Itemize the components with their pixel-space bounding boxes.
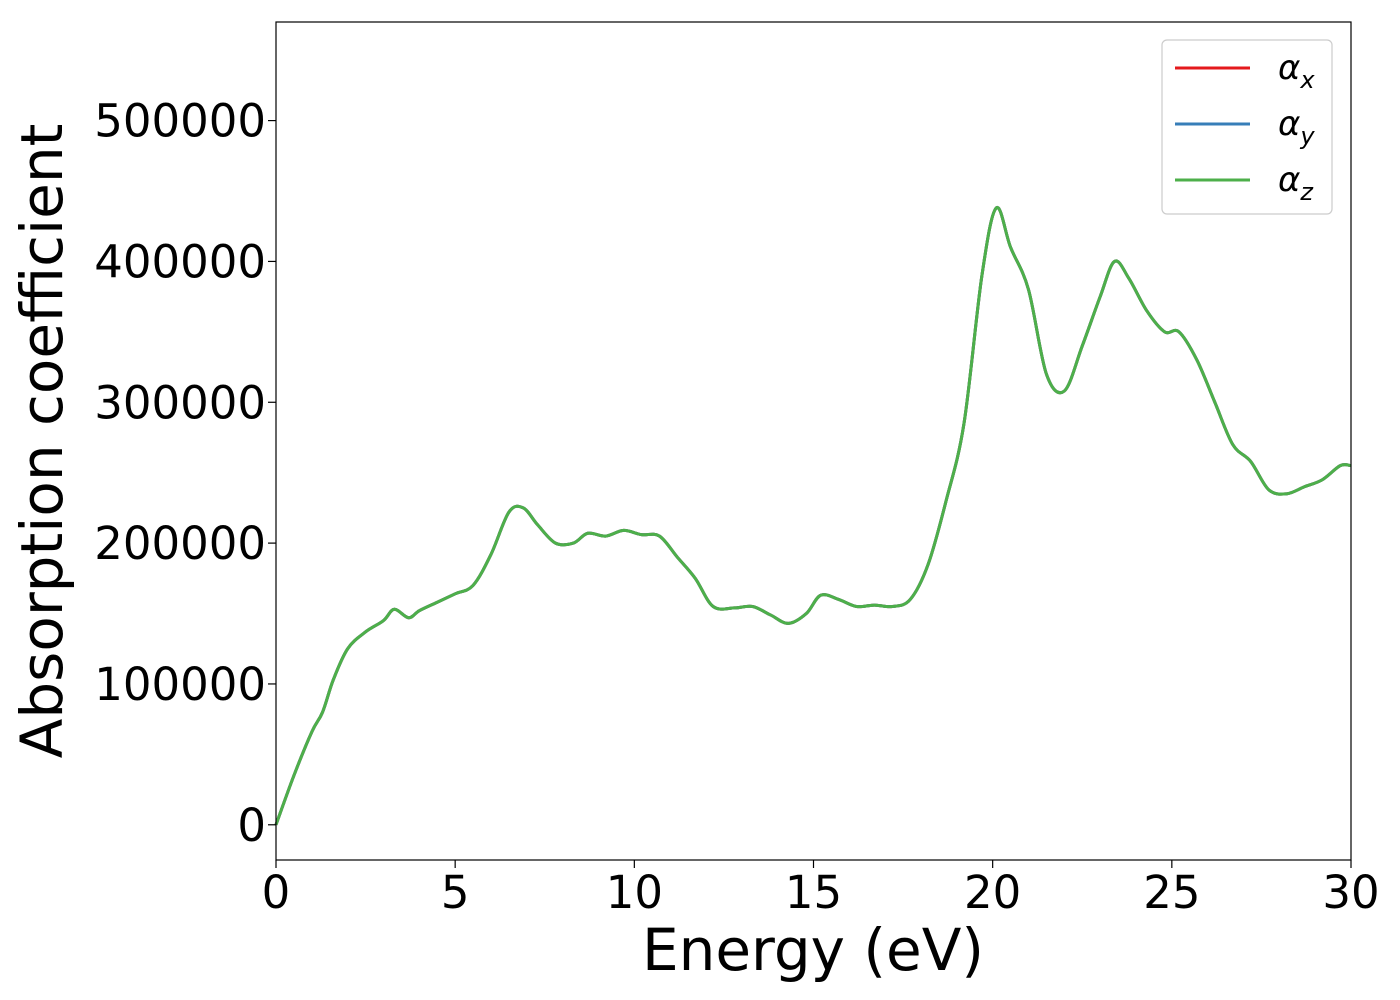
y-tick-label: 100000 [94,658,266,711]
y-axis-label: Absorption coefficient [8,124,76,759]
x-axis-label: Energy (eV) [642,916,984,984]
x-tick-label: 0 [262,866,291,919]
x-axis-ticks: 0 5 10 15 20 25 30 [262,860,1380,919]
y-tick-label: 0 [237,799,266,852]
y-axis-ticks: 0 100000 200000 300000 400000 500000 [94,95,276,852]
y-tick-label: 200000 [94,517,266,570]
legend-box [1161,39,1333,215]
y-tick-label: 500000 [94,95,266,148]
x-tick-label: 15 [785,866,842,919]
x-tick-label: 20 [964,866,1021,919]
series-line-alpha-z [274,206,1352,826]
legend-label-alpha-x: αx [1278,48,1315,94]
legend-label-alpha-y: αy [1278,104,1315,150]
y-tick-label: 400000 [94,235,266,288]
x-tick-label: 30 [1322,866,1379,919]
legend: αx αy αz [1161,39,1333,215]
series-layer [274,206,1352,826]
legend-items: αx αy αz [1175,48,1315,206]
x-tick-label: 25 [1143,866,1200,919]
legend-label-alpha-z: αz [1278,160,1314,206]
x-tick-label: 10 [606,866,663,919]
x-tick-label: 5 [441,866,470,919]
y-tick-label: 300000 [94,376,266,429]
